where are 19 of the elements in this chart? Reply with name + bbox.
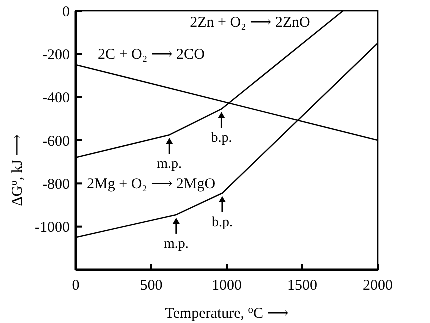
x-axis-title: Temperature, $^{o}$C ⟶: [165, 304, 289, 322]
annotation: m.p.: [164, 236, 189, 252]
series-label: 2C + O₂ ⟶ 2CO: [98, 47, 206, 64]
x-tick-label: 1000: [212, 278, 242, 294]
y-tick-label: -200: [42, 47, 70, 64]
x-tick-label: 500: [140, 278, 163, 294]
y-tick-label: 0: [62, 4, 70, 20]
x-tick-label: 0: [72, 278, 80, 294]
y-tick-label: -600: [42, 134, 70, 150]
x-tick-label: 2000: [363, 278, 393, 294]
y-tick-label: -400: [42, 90, 70, 107]
y-tick-label: -1000: [35, 220, 70, 236]
series-label: 2Mg + O₂ ⟶ 2MgO: [87, 176, 216, 193]
x-tick-label: 1500: [288, 278, 318, 294]
y-tick-label: -800: [42, 176, 70, 193]
series-label: 2Zn + O₂ ⟶ 2ZnO: [190, 14, 311, 31]
annotation: b.p.: [211, 131, 232, 146]
annotation: m.p.: [157, 157, 182, 172]
annotation: b.p.: [212, 215, 233, 230]
